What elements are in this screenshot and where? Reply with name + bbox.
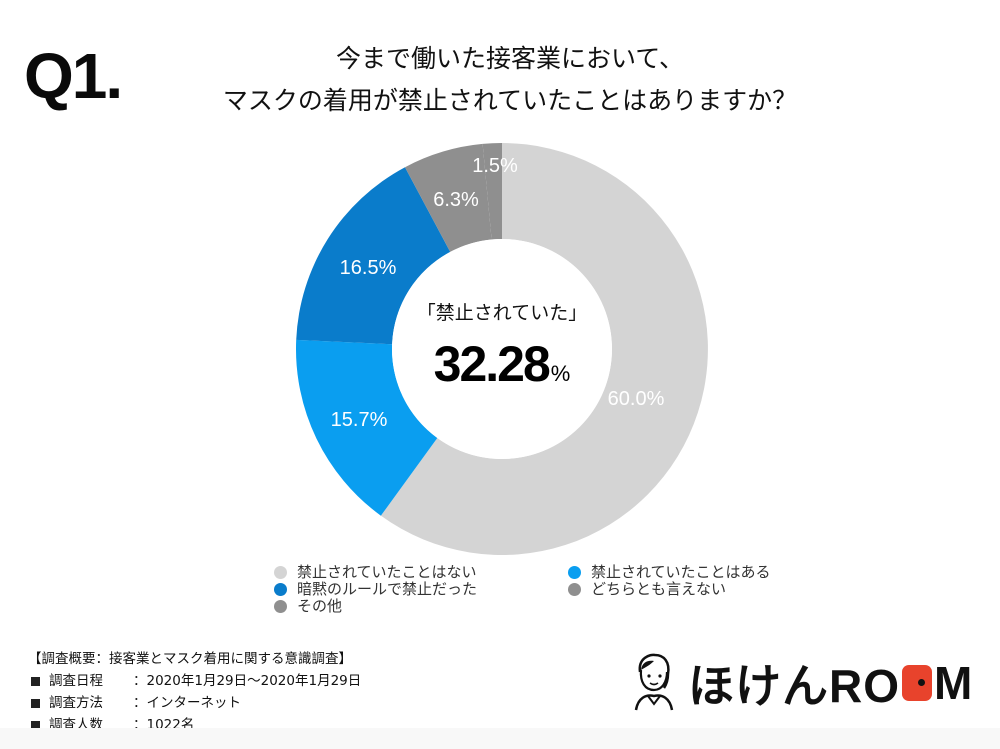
survey-heading: 【調査概要：接客業とマスク着用に関する意識調査】	[28, 651, 352, 667]
center-value: 32.28%	[392, 336, 612, 402]
legend-label: 暗黙のルールで禁止だった	[297, 580, 478, 598]
survey-row-method: 調査方法 ：インターネット	[28, 692, 361, 714]
survey-value: ：2020年1月29日～2020年1月29日	[133, 673, 362, 689]
square-bullet-icon	[31, 698, 40, 708]
square-bullet-icon	[31, 720, 40, 730]
person-avatar-icon	[634, 653, 674, 711]
legend-item: 禁止されていたことはない	[274, 564, 477, 581]
label-15-7: 15.7%	[331, 409, 388, 431]
logo-text-suffix: M	[934, 657, 974, 709]
footer-band	[0, 728, 1000, 749]
question-number: Q1.	[24, 40, 123, 112]
center-label: 「禁止されていた」	[416, 302, 588, 324]
survey-value: ：インターネット	[133, 695, 241, 711]
slice-prohibited	[295, 339, 438, 516]
label-6-3: 6.3%	[433, 189, 479, 211]
legend-dot-icon	[568, 566, 581, 579]
survey-key: 調査日程	[49, 673, 103, 689]
label-60: 60.0%	[608, 388, 665, 410]
legend-dot-icon	[274, 600, 287, 613]
legend-dot-icon	[274, 566, 287, 579]
slice-other	[482, 142, 502, 240]
survey-summary: 【調査概要：接客業とマスク着用に関する意識調査】 調査日程 ：2020年1月29…	[28, 648, 361, 736]
center-number: 32.28	[433, 336, 551, 392]
legend-dot-icon	[568, 583, 581, 596]
chart-title: 今まで働いた接客業において、 マスクの着用が禁止されていたことはありますか？	[150, 38, 870, 122]
legend-item: 暗黙のルールで禁止だった	[274, 581, 477, 598]
legend-dot-icon	[274, 583, 287, 596]
label-16-5: 16.5%	[340, 257, 397, 279]
label-1-5: 1.5%	[472, 155, 518, 177]
slice-neither	[405, 143, 492, 252]
square-bullet-icon	[31, 676, 40, 686]
logo-text-prefix: ほけんRO	[688, 660, 900, 712]
legend-label: どちらとも言えない	[591, 580, 727, 598]
legend-item: 禁止されていたことはある	[568, 564, 771, 581]
survey-key: 調査方法	[49, 695, 103, 711]
title-line-2: マスクの着用が禁止されていたことはありますか？	[222, 86, 798, 115]
title-line-1: 今まで働いた接客業において、	[335, 44, 684, 73]
legend-label: その他	[297, 597, 343, 615]
logo-wordmark: ほけんRO M	[688, 650, 973, 716]
legend-item: どちらとも言えない	[568, 581, 726, 598]
legend-label: 禁止されていたことはある	[591, 563, 771, 581]
hoken-room-logo: ほけんRO M	[632, 650, 973, 716]
slice-implicitly-prohibited	[296, 167, 451, 345]
legend-item: その他	[274, 598, 342, 615]
door-o-icon	[902, 665, 932, 701]
slice-never-prohibited	[380, 143, 708, 555]
center-unit: %	[550, 361, 571, 386]
legend-label: 禁止されていたことはない	[297, 563, 477, 581]
survey-row-date: 調査日程 ：2020年1月29日～2020年1月29日	[28, 670, 361, 692]
